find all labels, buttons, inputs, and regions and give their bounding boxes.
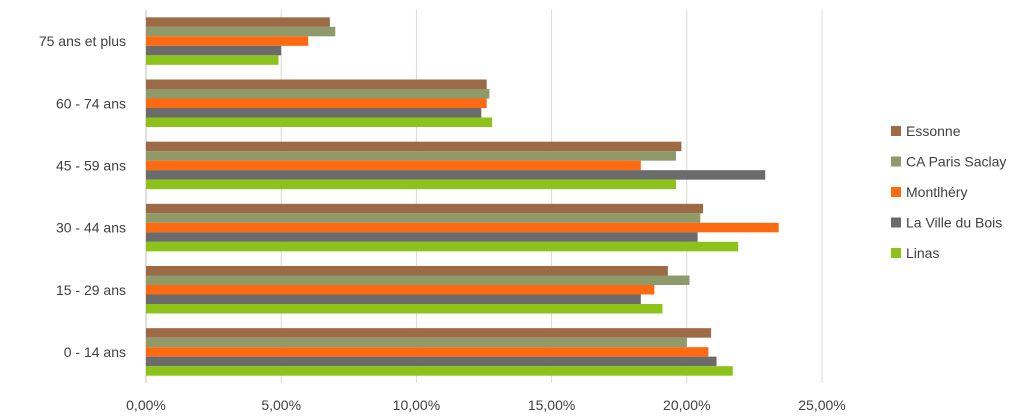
bar-essonne-4 — [146, 79, 487, 89]
legend-swatch — [891, 187, 901, 197]
x-tick-label: 25,00% — [798, 397, 845, 413]
bar-montlh-ry-5 — [146, 36, 309, 46]
bar-essonne-2 — [146, 203, 704, 214]
bar-la-ville-du-bois-1 — [146, 294, 641, 304]
bar-montlh-ry-4 — [146, 98, 487, 108]
bar-la-ville-du-bois-3 — [146, 170, 766, 180]
legend-swatch — [891, 156, 901, 167]
bar-linas-1 — [146, 304, 663, 314]
bar-la-ville-du-bois-0 — [146, 356, 717, 367]
bar-ca-paris-saclay-4 — [146, 89, 490, 99]
x-tick-label: 0,00% — [126, 397, 166, 413]
bar-ca-paris-saclay-5 — [146, 26, 336, 37]
bar-linas-2 — [146, 241, 739, 252]
legend-swatch — [891, 126, 901, 136]
bar-la-ville-du-bois-2 — [146, 232, 698, 242]
bar-essonne-3 — [146, 141, 682, 152]
bar-montlh-ry-3 — [146, 160, 641, 171]
legend-label: La Ville du Bois — [906, 215, 1002, 231]
category-label: 30 - 44 ans — [56, 220, 126, 236]
x-tick-label: 10,00% — [393, 397, 440, 413]
legend-swatch — [891, 248, 901, 258]
bar-ca-paris-saclay-2 — [146, 213, 701, 223]
bar-linas-4 — [146, 117, 493, 127]
legend-label: CA Paris Saclay — [906, 154, 1006, 170]
bar-linas-0 — [146, 366, 733, 376]
bar-linas-3 — [146, 179, 676, 190]
bar-montlh-ry-1 — [146, 285, 655, 295]
grid-lines — [145, 10, 823, 383]
category-label: 15 - 29 ans — [56, 282, 126, 298]
bars — [146, 17, 779, 376]
legend-swatch — [891, 217, 901, 228]
category-label: 75 ans et plus — [39, 33, 126, 49]
x-tick-label: 5,00% — [261, 397, 301, 413]
legend-label: Essonne — [906, 123, 961, 139]
legend-label: Linas — [906, 245, 939, 261]
legend: Essonne CA Paris Saclay Montlhéry La Ville … — [891, 123, 1006, 261]
bar-ca-paris-saclay-3 — [146, 151, 676, 161]
category-label: 45 - 59 ans — [56, 157, 126, 173]
category-label: 0 - 14 ans — [64, 344, 126, 360]
y-axis-categories: 0 - 14 ans 15 - 29 ans 30 - 44 ans 45 - 59 … — [39, 33, 126, 360]
bar-la-ville-du-bois-5 — [146, 45, 282, 56]
bar-montlh-ry-0 — [146, 347, 709, 357]
bar-ca-paris-saclay-1 — [146, 275, 690, 285]
category-label: 60 - 74 ans — [56, 95, 126, 111]
x-axis-ticks: 0,00% 5,00% 10,00% 15,00% 20,00% 25,00% — [126, 397, 846, 413]
legend-label: Montlhéry — [906, 184, 967, 200]
bar-la-ville-du-bois-4 — [146, 108, 482, 118]
bar-ca-paris-saclay-0 — [146, 337, 687, 348]
bar-essonne-1 — [146, 266, 668, 276]
bar-montlh-ry-2 — [146, 222, 779, 233]
bar-essonne-5 — [146, 17, 330, 27]
bar-essonne-0 — [146, 328, 712, 338]
x-tick-label: 20,00% — [663, 397, 710, 413]
bar-linas-5 — [146, 55, 279, 65]
x-tick-label: 15,00% — [528, 397, 575, 413]
